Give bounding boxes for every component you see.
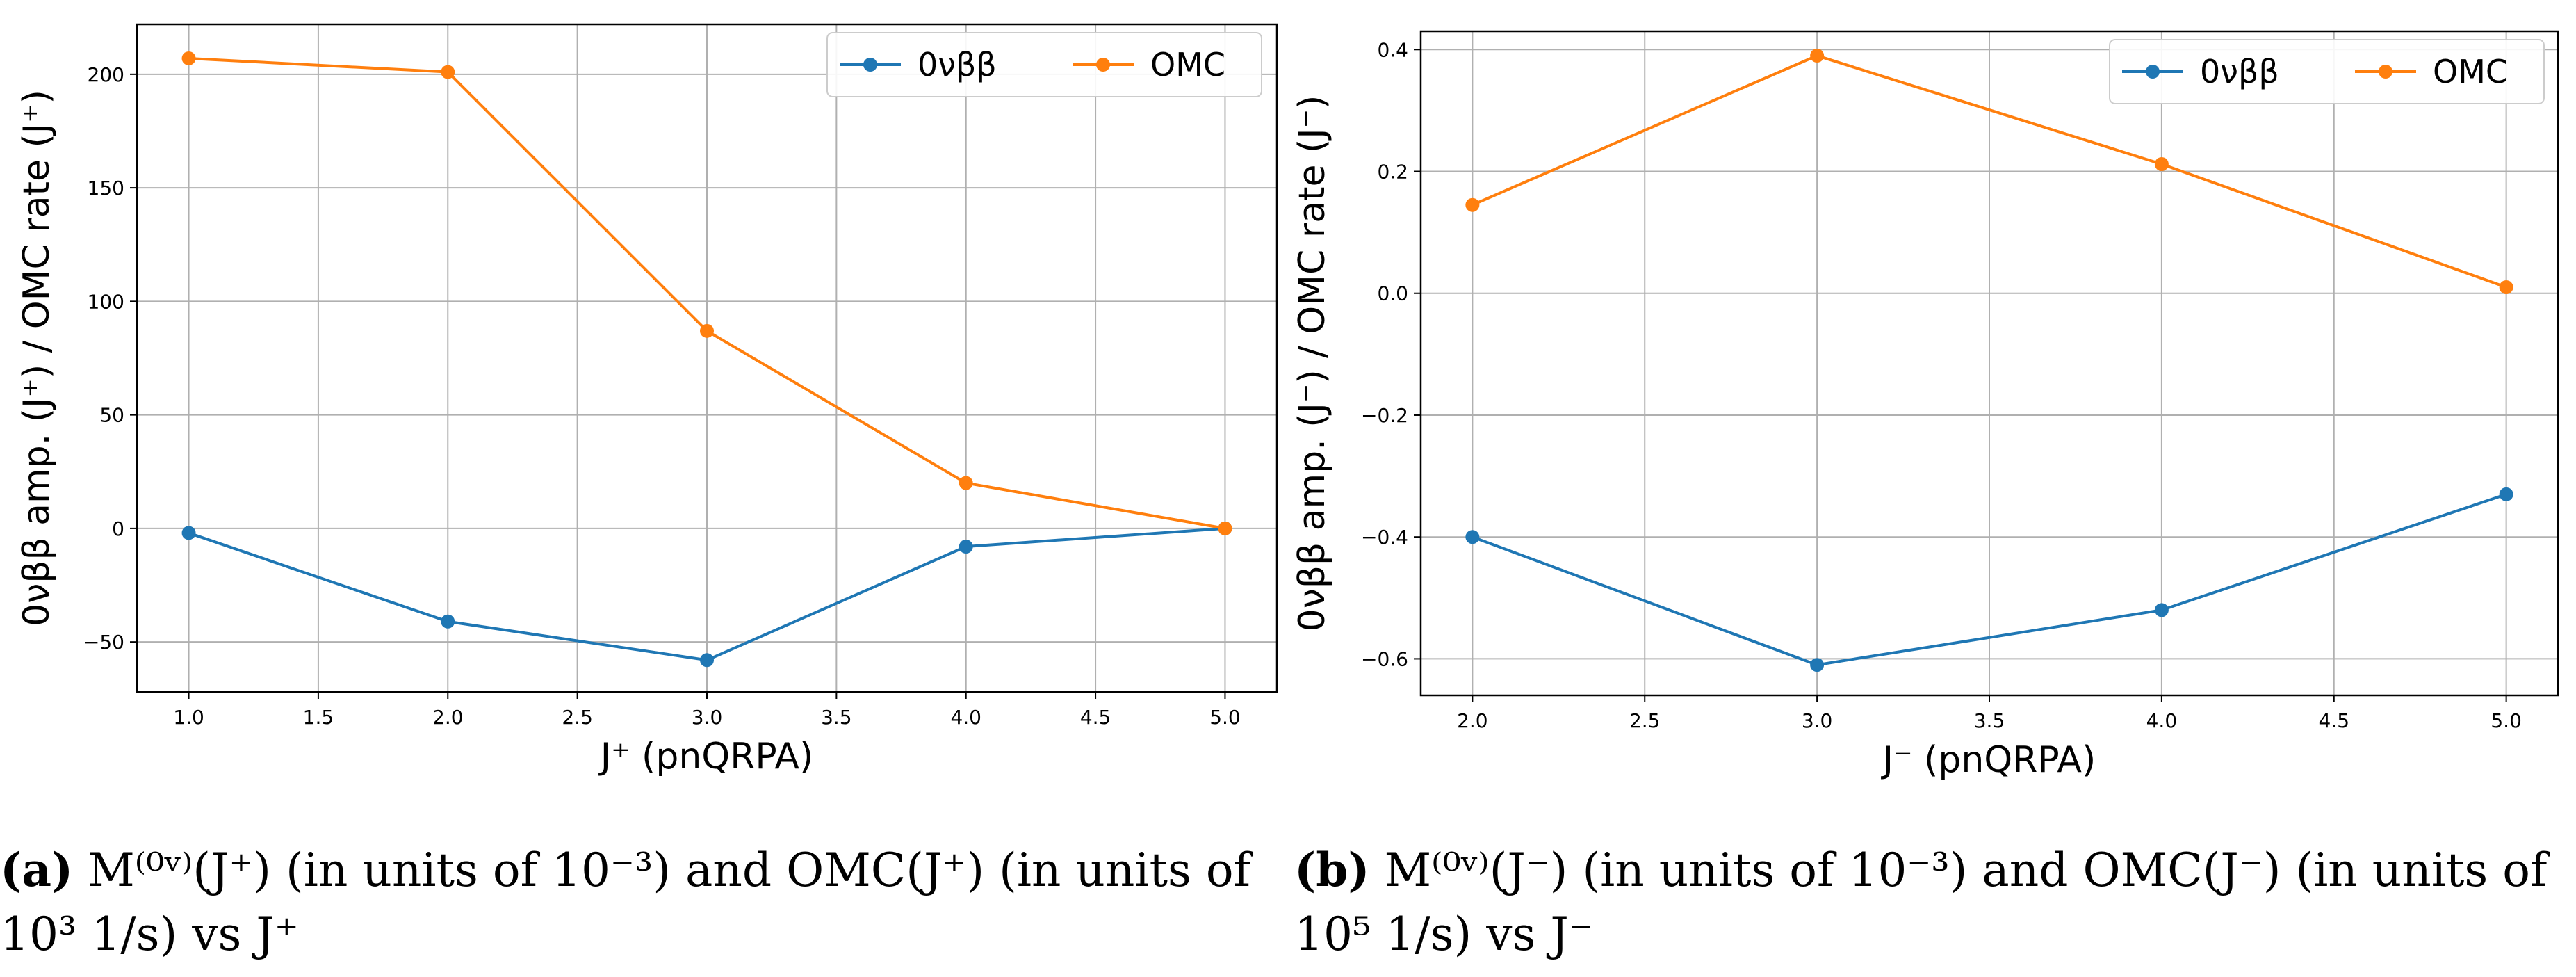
x-axis-label: J⁺ (pnQRPA) <box>598 736 814 777</box>
x-tick-label: 2.0 <box>1457 709 1488 732</box>
data-point <box>2154 157 2169 171</box>
x-tick-label: 3.0 <box>1802 709 1833 732</box>
y-tick-label: 0 <box>112 517 124 540</box>
data-point <box>441 65 455 79</box>
series-omc <box>181 51 1232 535</box>
data-point <box>959 476 973 490</box>
data-point <box>2499 487 2513 501</box>
grid <box>137 24 1277 692</box>
legend: 0νββ OMC <box>2109 39 2545 104</box>
data-point <box>959 540 973 554</box>
y-tick-label: −0.4 <box>1361 526 1408 549</box>
data-point <box>2154 603 2169 617</box>
y-tick-label: −0.2 <box>1361 404 1408 427</box>
data-point <box>1810 658 1825 672</box>
legend-marker <box>2379 65 2392 79</box>
series-line <box>1472 54 2507 289</box>
data-point <box>700 653 714 668</box>
x-axis-label: J⁻ (pnQRPA) <box>1881 739 2096 781</box>
legend-marker <box>1096 58 1110 72</box>
x-tick-label: 4.0 <box>950 706 981 729</box>
legend-label: OMC <box>2433 53 2508 90</box>
x-tick-label: 4.0 <box>2146 709 2178 732</box>
y-tick-label: 200 <box>88 63 124 86</box>
legend-marker <box>863 58 877 72</box>
y-tick-label: −0.6 <box>1361 647 1408 670</box>
legend-marker <box>2146 65 2160 79</box>
x-tick-label: 3.0 <box>692 706 723 729</box>
x-tick-label: 2.5 <box>562 706 593 729</box>
caption-a-text: M⁽⁰ᵛ⁾(J⁺) (in units of 10⁻³) and OMC(J⁺)… <box>0 843 1251 961</box>
data-point <box>181 51 196 65</box>
y-tick-label: 0.0 <box>1377 282 1408 305</box>
y-tick-label: 0.4 <box>1377 38 1408 61</box>
x-tick-label: 5.0 <box>2491 709 2522 732</box>
legend: 0νββ OMC <box>826 32 1262 97</box>
y-axis-label: 0νββ amp. (J⁺) / OMC rate (J⁺) <box>16 90 58 627</box>
x-tick-label: 1.0 <box>173 706 204 729</box>
series-nubb <box>1465 487 2513 672</box>
caption-a: (a) M⁽⁰ᵛ⁾(J⁺) (in units of 10⁻³) and OMC… <box>0 838 1293 967</box>
y-tick-label: 150 <box>88 177 124 200</box>
x-tick-label: 3.5 <box>1974 709 2005 732</box>
y-tick-label: −50 <box>83 631 124 654</box>
x-tick-label: 4.5 <box>1080 706 1111 729</box>
legend-box <box>2109 39 2545 104</box>
y-tick-label: 100 <box>88 290 124 313</box>
chart-b: 2.0 2.5 3.0 3.5 4.0 4.5 5.0 −0.6 −0.4 −0.2 0.0 0.2 0… <box>1291 30 2559 781</box>
caption-b: (b) M⁽⁰ᵛ⁾(J⁻) (in units of 10⁻³) and OMC… <box>1294 838 2573 967</box>
grid <box>1421 31 2558 695</box>
legend-label: 0νββ <box>918 46 997 83</box>
legend-label: 0νββ <box>2200 53 2279 90</box>
data-point <box>441 614 455 629</box>
x-tick-label: 4.5 <box>2318 709 2349 732</box>
y-tick-label: 0.2 <box>1377 161 1408 184</box>
data-point <box>1218 521 1232 535</box>
x-tick-label: 2.0 <box>432 706 464 729</box>
y-tick-label: 50 <box>99 404 124 427</box>
data-point <box>1465 530 1480 544</box>
legend-box <box>826 32 1262 97</box>
x-tick-label: 1.5 <box>303 706 334 729</box>
data-point <box>181 526 196 540</box>
data-point <box>700 323 714 338</box>
x-tick-label: 5.0 <box>1209 706 1241 729</box>
chart-a: 1.0 1.5 2.0 2.5 3.0 3.5 4.0 4.5 5.0 −50 0 50 100 150 2… <box>16 23 1278 777</box>
series-omc <box>1465 49 2513 294</box>
series-line <box>1472 492 2507 667</box>
data-point <box>2499 280 2513 294</box>
x-tick-label: 3.5 <box>821 706 852 729</box>
caption-b-text: M⁽⁰ᵛ⁾(J⁻) (in units of 10⁻³) and OMC(J⁻)… <box>1294 843 2548 961</box>
data-point <box>1465 197 1480 212</box>
data-point <box>1810 49 1825 63</box>
caption-b-label: (b) <box>1294 843 1370 897</box>
legend-label: OMC <box>1150 46 1225 83</box>
caption-a-label: (a) <box>0 843 74 897</box>
y-axis-label: 0νββ amp. (J⁻) / OMC rate (J⁻) <box>1291 95 1333 632</box>
x-tick-label: 2.5 <box>1629 709 1661 732</box>
